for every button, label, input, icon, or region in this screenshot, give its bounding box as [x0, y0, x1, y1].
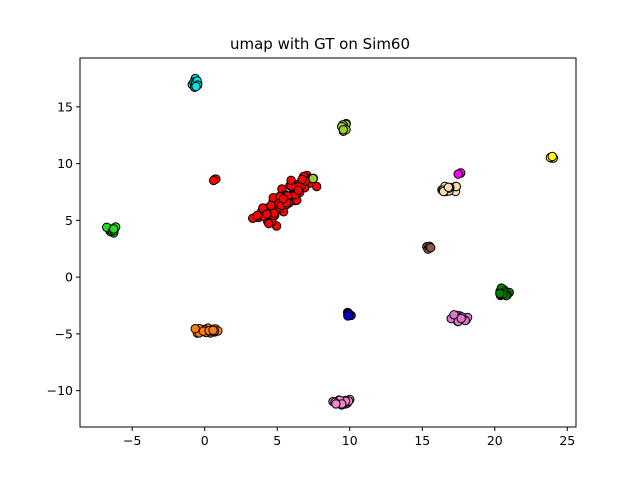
x-tick-label: 15	[414, 433, 430, 448]
scatter-point	[286, 175, 296, 186]
scatter-point	[426, 243, 436, 253]
scatter-point	[252, 210, 262, 221]
scatter-point	[208, 325, 218, 335]
x-axis: −5 0 5 10 15 20 25	[123, 427, 575, 448]
scatter-point	[343, 311, 353, 321]
x-tick-label: 20	[487, 433, 503, 448]
scatter-point	[495, 288, 505, 299]
y-tick-label: −5	[55, 326, 73, 341]
scatter-point	[278, 194, 289, 204]
scatter-points	[102, 73, 559, 410]
scatter-point	[308, 173, 318, 184]
y-tick-label: 5	[65, 213, 73, 228]
x-tick-label: 5	[273, 433, 281, 448]
scatter-point	[266, 200, 276, 211]
scatter-point	[297, 174, 307, 185]
chart-title: umap with GT on Sim60	[230, 35, 410, 53]
scatter-point	[191, 81, 201, 92]
scatter-point	[312, 181, 322, 192]
scatter-point	[338, 125, 348, 135]
y-tick-label: −10	[47, 383, 73, 398]
scatter-point	[331, 399, 341, 409]
y-tick-label: 10	[57, 156, 73, 171]
scatter-point	[547, 151, 557, 162]
plot-frame	[79, 57, 577, 428]
y-tick-label: 15	[57, 99, 73, 114]
scatter-point	[109, 224, 119, 234]
x-tick-label: −5	[123, 433, 141, 448]
y-axis: −10 −5 0 5 10 15	[47, 99, 80, 398]
scatter-point	[190, 324, 200, 334]
scatter-point	[443, 182, 454, 193]
x-tick-label: 0	[201, 433, 209, 448]
x-tick-label: 10	[342, 433, 358, 448]
scatter-point	[264, 218, 274, 229]
scatter-point	[208, 175, 219, 186]
scatter-point	[262, 209, 272, 219]
scatter-point	[456, 313, 466, 324]
scatter-point	[293, 185, 304, 196]
y-tick-label: 0	[65, 270, 73, 285]
x-tick-label: 25	[559, 433, 575, 448]
scatter-point	[453, 169, 463, 179]
